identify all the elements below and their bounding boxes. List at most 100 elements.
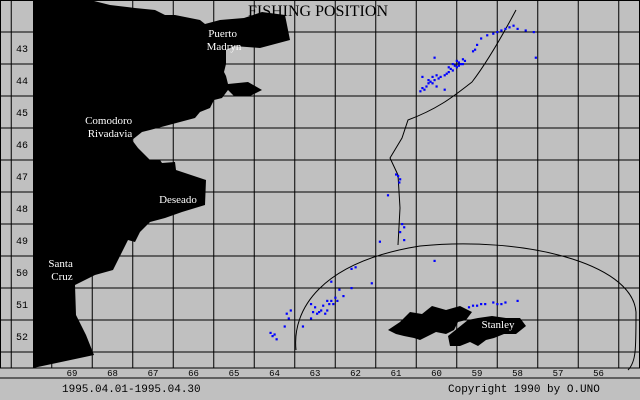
fishing-position-point bbox=[326, 299, 329, 302]
fishing-position-point bbox=[461, 63, 465, 66]
fishing-position-point bbox=[476, 304, 479, 307]
longitude-label: 68 bbox=[107, 369, 118, 379]
fishing-position-point bbox=[401, 223, 404, 226]
longitude-label: 65 bbox=[229, 369, 240, 379]
fishing-position-point bbox=[328, 303, 331, 306]
fishing-position-point bbox=[370, 282, 373, 285]
fishing-position-point bbox=[467, 306, 471, 309]
fishing-position-point bbox=[332, 303, 335, 306]
fishing-position-point bbox=[532, 31, 535, 34]
longitude-label: 69 bbox=[67, 369, 78, 379]
fishing-position-point bbox=[500, 29, 503, 32]
fishing-position-point bbox=[275, 338, 278, 341]
fishing-position-point bbox=[378, 240, 381, 243]
fishing-position-point bbox=[445, 72, 448, 75]
longitude-label: 63 bbox=[310, 369, 321, 379]
fishing-position-point bbox=[512, 24, 515, 27]
fishing-position-point bbox=[342, 295, 345, 298]
longitude-axis: 69 68 67 66 65 64 63 62 61 60 59 58 57 56 bbox=[67, 369, 604, 379]
fishing-position-point bbox=[311, 311, 315, 314]
fishing-position-point bbox=[427, 82, 430, 85]
latitude-label: 43 bbox=[16, 45, 28, 56]
fishing-position-point bbox=[435, 74, 438, 77]
fishing-position-point bbox=[433, 79, 436, 82]
city-label-comodoro-rivadavia: Comodoro Rivadavia bbox=[85, 115, 135, 140]
fishing-position-point bbox=[419, 90, 422, 93]
fishing-position-point bbox=[451, 63, 454, 66]
fishing-position-point bbox=[433, 259, 436, 262]
latitude-label: 45 bbox=[16, 109, 28, 120]
fishing-position-point bbox=[429, 80, 432, 83]
fishing-position-point bbox=[395, 173, 398, 176]
fishing-position-point bbox=[504, 301, 507, 304]
fishing-position-point bbox=[283, 325, 286, 328]
fishing-position-point bbox=[403, 226, 406, 229]
longitude-label: 62 bbox=[350, 369, 361, 379]
fishing-position-point bbox=[287, 317, 290, 320]
fishing-position-point bbox=[431, 82, 434, 85]
fishing-position-point bbox=[399, 178, 402, 181]
fishing-position-point bbox=[427, 79, 430, 82]
fishing-position-point bbox=[486, 34, 489, 37]
longitude-label: 56 bbox=[593, 369, 604, 379]
fishing-position-point bbox=[496, 31, 499, 34]
city-label-santa-cruz: Santa Cruz bbox=[48, 258, 75, 283]
city-label-deseado: Deseado bbox=[159, 194, 197, 206]
fishing-position-point bbox=[336, 299, 339, 302]
fishing-position-point bbox=[496, 303, 499, 306]
map-grid bbox=[0, 0, 640, 379]
fishing-position-point bbox=[476, 43, 479, 46]
fishing-position-point bbox=[326, 309, 329, 312]
latitude-label: 50 bbox=[16, 269, 28, 280]
fishing-position-point bbox=[338, 288, 341, 291]
fishing-position-point bbox=[330, 280, 333, 283]
fishing-position-point bbox=[447, 66, 450, 69]
fishing-position-point bbox=[399, 231, 402, 234]
longitude-label: 59 bbox=[472, 369, 483, 379]
latitude-label: 49 bbox=[16, 237, 28, 248]
fishing-position-point bbox=[437, 77, 440, 80]
fishing-position-point bbox=[500, 303, 503, 306]
city-label-stanley: Stanley bbox=[482, 319, 515, 331]
latitude-label: 48 bbox=[16, 205, 28, 216]
fishing-position-point bbox=[421, 75, 424, 78]
fishing-position-point bbox=[423, 88, 426, 91]
map-title: FISHING POSITION bbox=[248, 3, 388, 20]
fishing-position-point bbox=[386, 194, 390, 197]
peninsula-valdes bbox=[228, 82, 262, 96]
fishing-position-point bbox=[330, 299, 333, 302]
fishing-position-point bbox=[431, 75, 434, 78]
fishing-position-point bbox=[443, 74, 446, 77]
fishing-position-point bbox=[451, 69, 454, 72]
fishing-position-point bbox=[459, 63, 462, 66]
falkland-islands bbox=[388, 306, 526, 346]
latitude-label: 52 bbox=[16, 333, 28, 344]
latitude-label: 44 bbox=[16, 77, 28, 88]
fishing-position-point bbox=[397, 175, 400, 178]
fishing-position-point bbox=[433, 56, 436, 59]
west-falkland bbox=[388, 306, 472, 340]
fishing-position-point bbox=[463, 59, 467, 62]
latitude-label: 47 bbox=[16, 173, 28, 184]
fishing-position-point bbox=[492, 32, 495, 35]
fishing-position-point bbox=[443, 88, 446, 91]
longitude-label: 58 bbox=[512, 369, 523, 379]
fishing-position-point bbox=[350, 267, 353, 270]
fishing-position-point bbox=[484, 303, 487, 306]
fishing-position-point bbox=[309, 317, 313, 320]
fishing-position-point bbox=[354, 266, 357, 269]
fishing-position-point bbox=[403, 239, 406, 242]
fishing-position-point bbox=[516, 27, 519, 30]
latitude-axis: 43 44 45 46 47 48 49 50 51 52 bbox=[16, 45, 28, 344]
copyright-notice: Copyright 1990 by O.UNO bbox=[448, 384, 600, 396]
fishing-position-point bbox=[534, 56, 537, 59]
latitude-label: 46 bbox=[16, 141, 28, 152]
fishing-position-point bbox=[457, 61, 460, 64]
fishing-position-point bbox=[471, 50, 475, 53]
fishing-position-point bbox=[309, 303, 313, 306]
fishing-position-point bbox=[314, 306, 317, 309]
fishing-position-point bbox=[350, 287, 353, 290]
fishing-position-point bbox=[318, 311, 321, 314]
fishing-position-point bbox=[435, 85, 438, 88]
fishing-position-point bbox=[480, 37, 483, 40]
